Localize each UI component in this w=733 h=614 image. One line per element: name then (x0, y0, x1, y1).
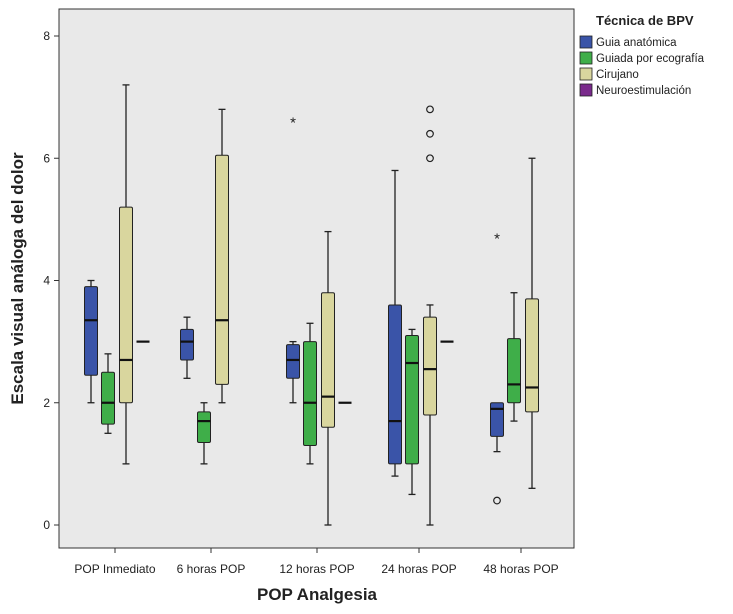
box-guiada-por-ecograf-a (303, 322, 317, 465)
box-guia-anat-mica (84, 279, 98, 404)
x-axis: POP Inmediato 6 horas POP 12 horas POP 24 h… (74, 548, 559, 576)
x-tick-label: 24 horas POP (381, 562, 456, 576)
box-guiada-por-ecograf-a (197, 402, 211, 465)
box-iqr (525, 298, 539, 413)
legend-swatch (579, 67, 593, 81)
box-groups (84, 84, 539, 526)
box-guia-anat-mica (286, 340, 300, 404)
x-axis-label: POP Analgesia (257, 585, 378, 604)
outlier-circle (426, 129, 434, 138)
plot-area (58, 8, 575, 549)
box-iqr (286, 344, 300, 379)
box-iqr (423, 316, 437, 416)
y-tick-label: 2 (43, 396, 50, 410)
box-cirujano (525, 157, 539, 489)
box-guiada-por-ecograf-a (507, 292, 521, 422)
legend-entry: Guia anatómica (596, 37, 677, 49)
box-cirujano (321, 230, 335, 526)
y-tick-label: 6 (43, 151, 50, 165)
box-iqr (84, 286, 98, 376)
x-tick-label: POP Inmediato (74, 562, 155, 576)
x-tick-label: 12 horas POP (279, 562, 354, 576)
box-iqr (101, 371, 115, 425)
box-iqr (388, 304, 402, 465)
box-cirujano (215, 108, 229, 404)
box-iqr (197, 411, 211, 443)
box-guiada-por-ecograf-a (101, 353, 115, 434)
box-guia-anat-mica (180, 316, 194, 379)
box-iqr (490, 402, 504, 437)
box-guia-anat-mica (388, 169, 402, 477)
box-cirujano (423, 304, 437, 526)
box-iqr (321, 292, 335, 428)
legend-title: Técnica de BPV (596, 13, 694, 28)
outlier-circle (493, 496, 501, 505)
x-tick-label: 6 horas POP (177, 562, 246, 576)
outlier-circle (426, 154, 434, 163)
legend-entry: Guiada por ecografía (596, 53, 705, 65)
y-tick-label: 8 (43, 29, 50, 43)
extreme-star: * (494, 231, 500, 248)
box-iqr (303, 341, 317, 447)
legend-swatch (579, 51, 593, 65)
outlier-circle (426, 105, 434, 114)
legend-swatch (579, 35, 593, 49)
outlier-marks: ** (290, 105, 501, 505)
box-iqr (405, 335, 419, 465)
y-tick-label: 4 (43, 274, 50, 288)
legend-entry: Cirujano (596, 69, 639, 81)
box-iqr (507, 338, 521, 404)
y-tick-label: 0 (43, 518, 50, 532)
y-axis: 0 2 4 6 8 (43, 29, 59, 532)
legend-entry: Neuroestimulación (596, 85, 691, 97)
extreme-star: * (290, 115, 296, 132)
box-iqr (119, 206, 133, 404)
y-axis-label: Escala visual análoga del dolor (8, 152, 27, 405)
x-tick-label: 48 horas POP (483, 562, 558, 576)
legend: Técnica de BPV Guia anatómica Guiada por … (579, 13, 705, 97)
box-cirujano (119, 84, 133, 465)
box-iqr (215, 154, 229, 385)
box-guiada-por-ecograf-a (405, 328, 419, 496)
legend-swatch (579, 83, 593, 97)
box-guia-anat-mica (490, 402, 504, 453)
box-iqr (180, 328, 194, 361)
